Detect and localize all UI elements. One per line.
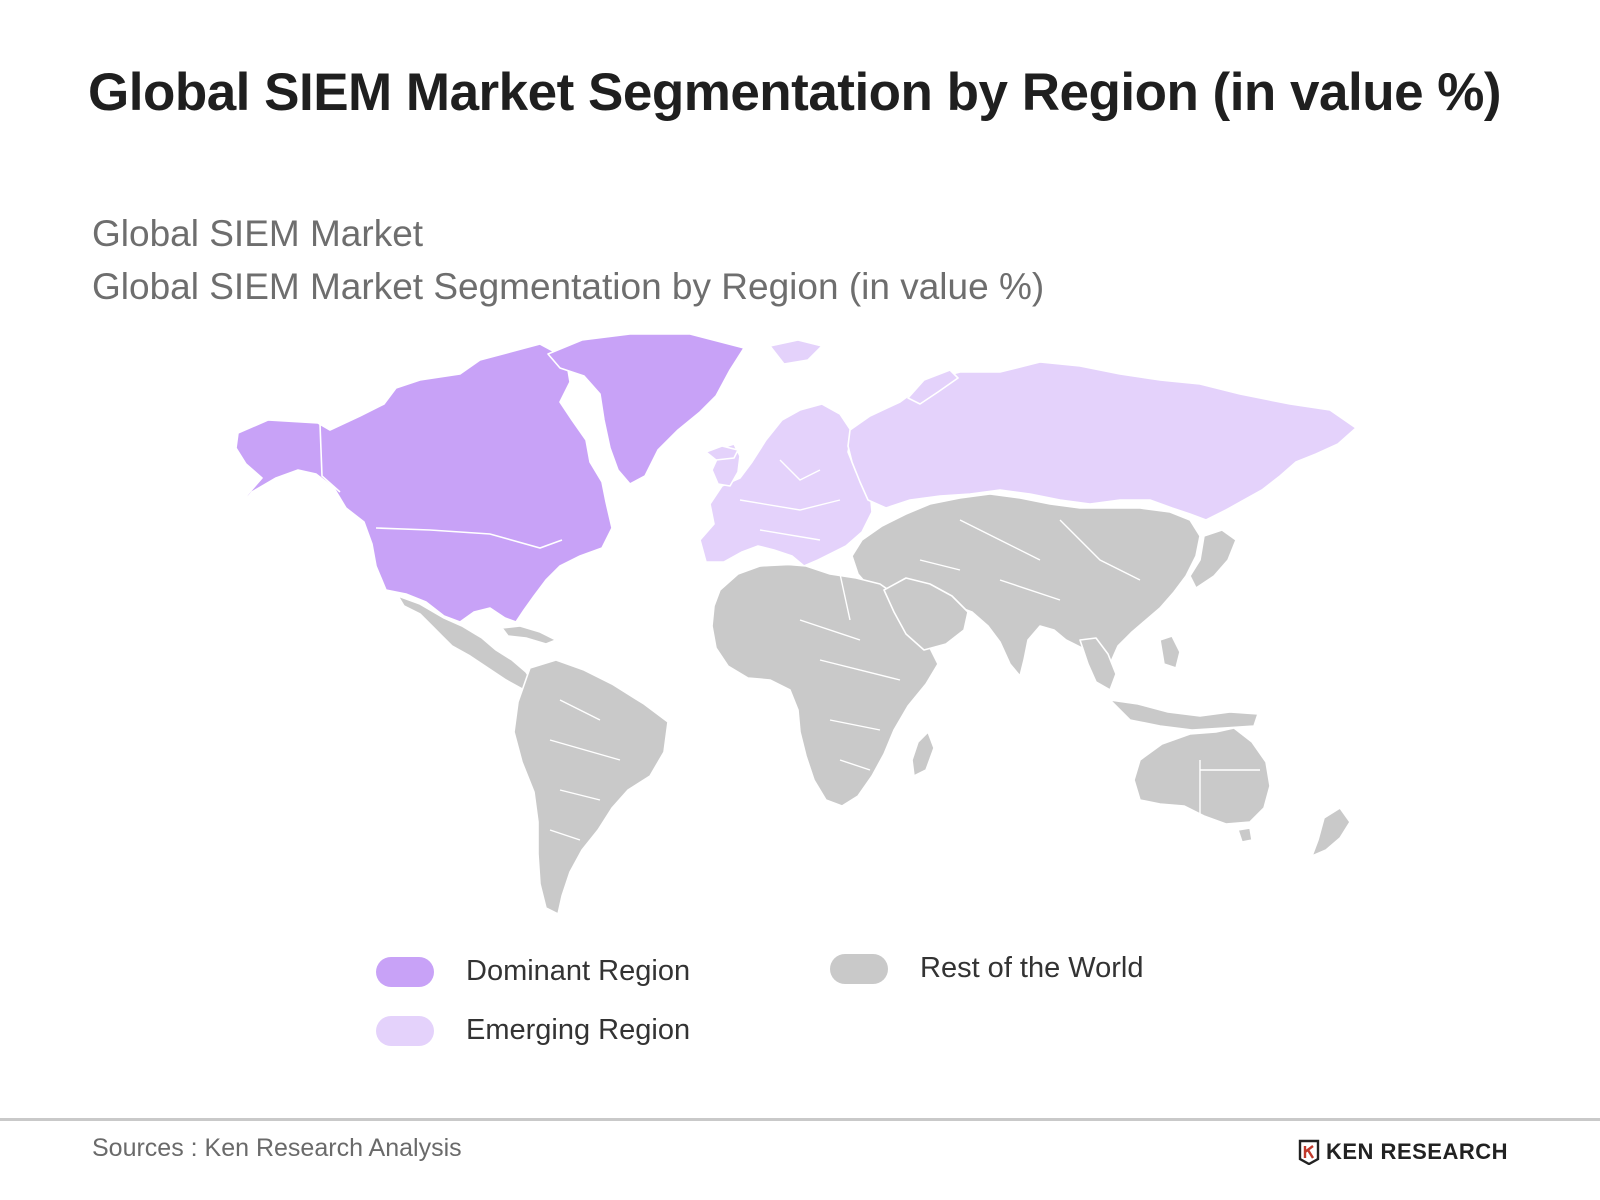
- region-north-america: [231, 343, 613, 623]
- region-indonesia: [1109, 699, 1259, 731]
- page-title: Global SIEM Market Segmentation by Regio…: [88, 63, 1502, 122]
- legend-swatch-dominant: [376, 956, 434, 987]
- legend-rest: Rest of the World: [830, 952, 1144, 985]
- ken-research-logo-icon: [1298, 1139, 1320, 1165]
- region-middle-east: [883, 577, 969, 651]
- europe-borders: [739, 459, 841, 541]
- region-new-zealand: [1311, 807, 1351, 857]
- footer-divider: [0, 1118, 1600, 1121]
- world-map: [231, 333, 1357, 915]
- legend-emerging: Emerging Region: [376, 1014, 690, 1047]
- source-note: Sources : Ken Research Analysis: [92, 1134, 462, 1162]
- region-africa: [711, 563, 939, 807]
- brand-name: KEN RESEARCH: [1326, 1139, 1509, 1164]
- region-caribbean: [501, 625, 557, 645]
- australia-borders: [1199, 760, 1260, 820]
- legend-label-rest: Rest of the World: [920, 952, 1144, 984]
- region-russia: [847, 361, 1357, 521]
- region-japan: [1189, 529, 1237, 589]
- region-philippines: [1159, 635, 1181, 669]
- region-south-america: [513, 659, 669, 915]
- alaska-canada-border: [319, 423, 341, 493]
- africa-borders: [759, 563, 901, 771]
- region-australia: [1133, 727, 1271, 825]
- legend-dominant: Dominant Region: [376, 955, 690, 988]
- legend-label-dominant: Dominant Region: [466, 955, 691, 987]
- legend-swatch-rest: [830, 953, 888, 984]
- region-tasmania: [1237, 827, 1253, 843]
- region-russia-islands-2: [907, 369, 959, 405]
- us-canada-border: [375, 527, 563, 549]
- brand-logo: KEN RESEARCH: [1298, 1139, 1508, 1165]
- region-southeast-asia: [1079, 637, 1117, 691]
- south-america-borders: [549, 699, 621, 841]
- legend-swatch-emerging: [376, 1015, 434, 1046]
- region-iceland: [705, 445, 739, 461]
- legend-label-emerging: Emerging Region: [466, 1014, 691, 1046]
- map-subtitle-secondary: Global SIEM Market Segmentation by Regio…: [92, 266, 1045, 307]
- region-greenland: [547, 333, 745, 485]
- map-subtitle-primary: Global SIEM Market: [92, 213, 424, 254]
- region-russia-islands: [769, 339, 823, 365]
- region-madagascar: [911, 731, 935, 777]
- asia-borders: [919, 519, 1141, 601]
